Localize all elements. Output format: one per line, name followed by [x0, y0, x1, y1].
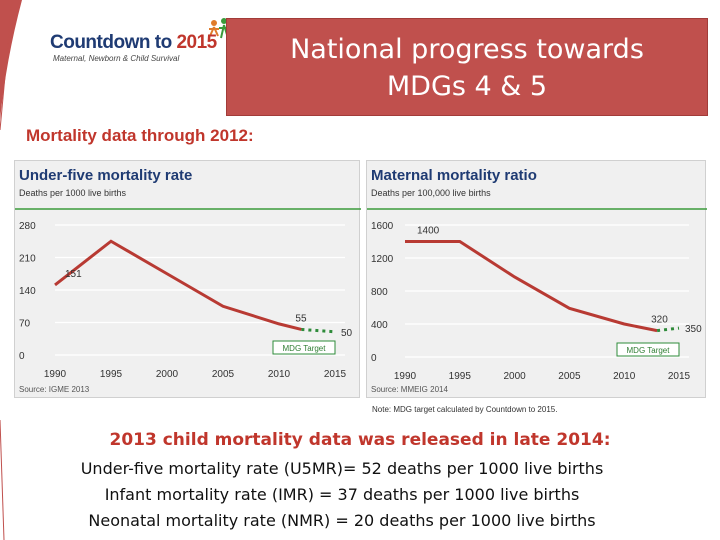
- chart-plot-area: 1600 1200 800 400 0 1990 1995 2000 2005 2010 2015 1…: [367, 208, 707, 382]
- y-tick-label: 400: [371, 320, 388, 331]
- x-tick-label: 2010: [613, 371, 636, 382]
- section-subhead: Mortality data through 2012:: [26, 126, 254, 145]
- x-tick-label: 1995: [100, 369, 123, 380]
- x-tick-label: 2000: [503, 371, 526, 382]
- target-line: [301, 327, 336, 334]
- fact-nmr: Neonatal mortality rate (NMR) = 20 death…: [88, 511, 596, 530]
- chart-source: Source: MMEIG 2014: [371, 385, 448, 394]
- series-line: [405, 240, 658, 333]
- chart-under-five-mortality: Under-five mortality rate Deaths per 100…: [14, 160, 361, 398]
- data-label: 55: [295, 313, 307, 324]
- fact-u5mr: Under-five mortality rate (U5MR)= 52 dea…: [80, 459, 604, 478]
- y-tick-label: 280: [19, 221, 36, 232]
- logo-tagline: Maternal, Newborn & Child Survival: [53, 54, 180, 63]
- fact-imr: Infant mortality rate (IMR) = 37 deaths …: [104, 485, 580, 504]
- x-tick-label: 1995: [449, 371, 472, 382]
- chart-source: Source: IGME 2013: [19, 385, 90, 394]
- logo-year: 2015: [176, 32, 217, 53]
- logo-wordmark: Countdown to 2015: [50, 32, 217, 54]
- data-label: 320: [651, 315, 668, 326]
- countdown-logo: Countdown to 2015 Maternal, Newborn & Ch…: [50, 10, 239, 70]
- y-tick-label: 0: [371, 353, 377, 364]
- target-badge-label: MDG Target: [627, 346, 671, 355]
- chart-note: Note: MDG target calculated by Countdown…: [372, 405, 558, 414]
- y-tick-label: 0: [19, 351, 25, 362]
- data-label: 151: [65, 269, 82, 280]
- title-line-2: MDGs 4 & 5: [386, 71, 548, 102]
- target-badge-label: MDG Target: [283, 344, 327, 353]
- corner-decoration: [0, 0, 22, 540]
- x-tick-label: 2005: [212, 369, 235, 380]
- target-badge: [616, 342, 680, 357]
- x-tick-label: 2010: [268, 369, 291, 380]
- x-tick-label: 2000: [156, 369, 179, 380]
- x-tick-label: 2015: [668, 371, 691, 382]
- data-label: 1400: [417, 226, 440, 237]
- chart-maternal-mortality: Maternal mortality ratio Deaths per 100,…: [366, 160, 707, 398]
- target-badge: [272, 340, 336, 355]
- data-label: 50: [341, 328, 353, 339]
- y-tick-label: 1600: [371, 221, 394, 232]
- release-heading: 2013 child mortality data was released i…: [109, 430, 611, 450]
- y-tick-label: 1200: [371, 254, 394, 265]
- y-tick-label: 800: [371, 287, 388, 298]
- x-tick-label: 1990: [44, 369, 67, 380]
- y-tick-label: 70: [19, 319, 31, 330]
- logo-name: Countdown to: [50, 32, 177, 53]
- data-label: 350: [685, 324, 702, 335]
- y-tick-label: 210: [19, 254, 36, 265]
- target-line: [656, 326, 680, 333]
- chart-unit: Deaths per 1000 live births: [19, 188, 127, 198]
- title-banner: National progress towards MDGs 4 & 5: [226, 18, 708, 116]
- y-tick-label: 140: [19, 286, 36, 297]
- x-tick-label: 1990: [394, 371, 417, 382]
- chart-title: Under-five mortality rate: [19, 167, 193, 184]
- x-tick-label: 2015: [324, 369, 347, 380]
- chart-plot-area: 280 210 140 70 0 1990 1995 2000 2005 2010 2015 151 5…: [15, 208, 361, 380]
- series-line: [54, 239, 302, 331]
- chart-title: Maternal mortality ratio: [371, 167, 537, 184]
- chart-unit: Deaths per 100,000 live births: [371, 188, 491, 198]
- x-tick-label: 2005: [558, 371, 581, 382]
- page-title: National progress towards MDGs 4 & 5: [227, 31, 707, 105]
- title-line-1: National progress towards: [290, 34, 644, 65]
